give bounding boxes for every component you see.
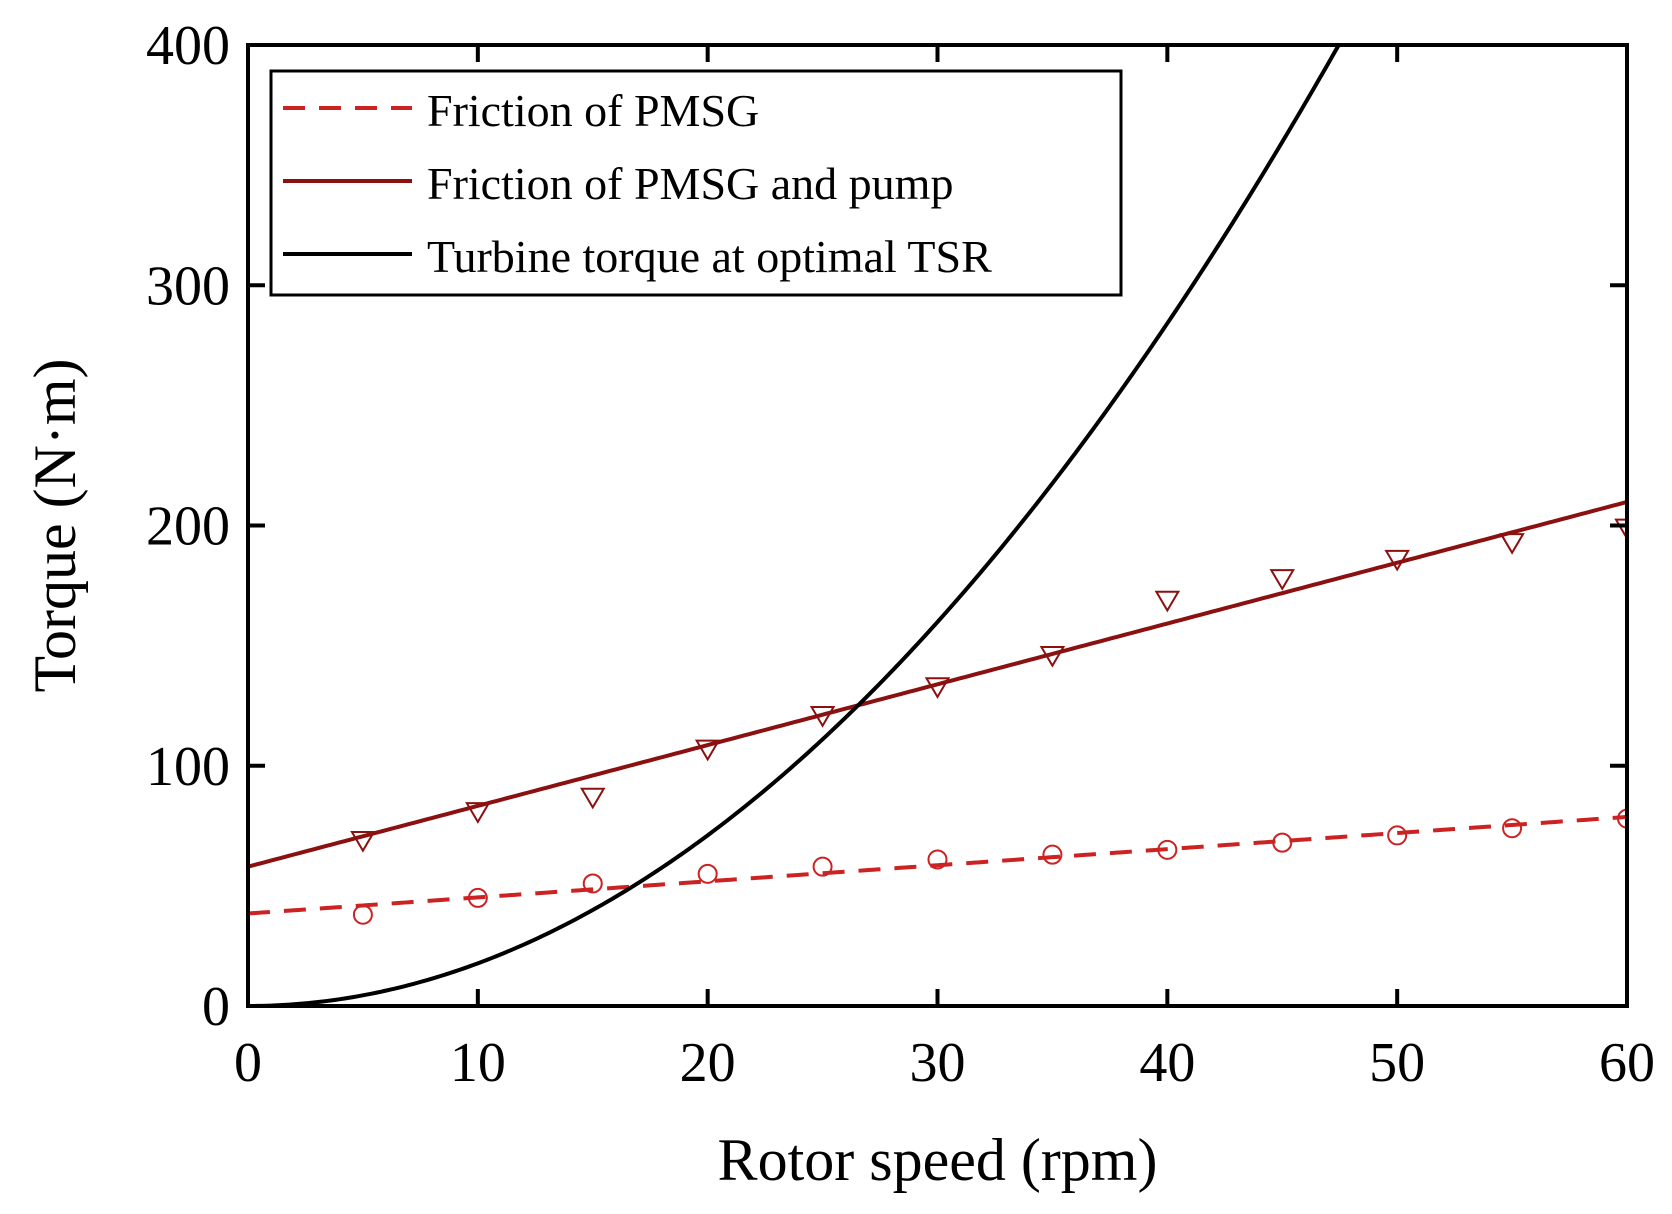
data-point-circle — [1502, 818, 1523, 839]
data-point-circle — [1617, 808, 1627, 829]
axis-tick-labels: 0 10 20 30 40 50 60 0 100 200 300 400 — [146, 15, 1655, 1094]
legend-box — [269, 69, 1123, 297]
data-point-triangle — [1039, 645, 1066, 668]
x-tick-label: 60 — [1599, 1032, 1655, 1094]
axis-ticks — [248, 45, 1627, 1006]
data-point-triangle — [580, 787, 606, 810]
data-point-triangle — [1614, 518, 1627, 541]
data-point-triangle — [1384, 549, 1410, 572]
data-point-circle — [927, 849, 948, 870]
legend-label-turbine-torque: Turbine torque at optimal TSR — [427, 231, 992, 282]
x-tick-label: 40 — [1139, 1032, 1195, 1094]
data-point-circle — [352, 904, 373, 925]
plot-area — [248, 45, 1627, 1006]
x-tick-label: 20 — [680, 1032, 736, 1094]
legend: Friction of PMSG Friction of PMSG and pu… — [269, 69, 1123, 297]
data-point-triangle — [1154, 590, 1181, 613]
data-point-triangle — [350, 830, 376, 853]
y-tick-label: 300 — [146, 255, 230, 317]
y-tick-label: 0 — [202, 976, 230, 1038]
x-axis-title: Rotor speed (rpm) — [718, 1127, 1158, 1193]
data-point-triangle — [1499, 533, 1525, 555]
series-line-friction-pmsg — [248, 814, 1627, 916]
data-point-circle — [467, 887, 488, 908]
x-tick-label: 50 — [1369, 1032, 1425, 1094]
data-point-circle — [1157, 839, 1178, 860]
data-point-triangle — [694, 739, 721, 762]
series-line-turbine-torque — [248, 45, 1342, 1006]
y-axis-title: Torque (N·m) — [22, 358, 88, 692]
data-point-triangle — [809, 706, 836, 728]
data-point-circle — [1272, 832, 1293, 853]
x-tick-label: 30 — [910, 1032, 966, 1094]
data-point-triangle — [1269, 569, 1295, 591]
y-tick-label: 200 — [146, 496, 230, 558]
x-tick-label: 10 — [450, 1032, 506, 1094]
data-point-circle — [1042, 844, 1063, 865]
data-point-circle — [812, 856, 833, 877]
data-point-circle — [697, 863, 718, 884]
legend-label-friction-pmsg: Friction of PMSG — [427, 85, 759, 136]
data-point-circle — [1387, 825, 1408, 846]
legend-label-friction-pmsg-pump: Friction of PMSG and pump — [427, 158, 953, 209]
data-point-triangle — [465, 802, 491, 824]
data-point-triangle — [924, 677, 951, 699]
data-point-circle — [582, 873, 603, 894]
y-tick-label: 400 — [146, 15, 230, 77]
x-tick-label: 0 — [234, 1032, 262, 1094]
series-line-friction-pmsg-pump — [248, 500, 1627, 869]
y-tick-label: 100 — [146, 736, 230, 798]
